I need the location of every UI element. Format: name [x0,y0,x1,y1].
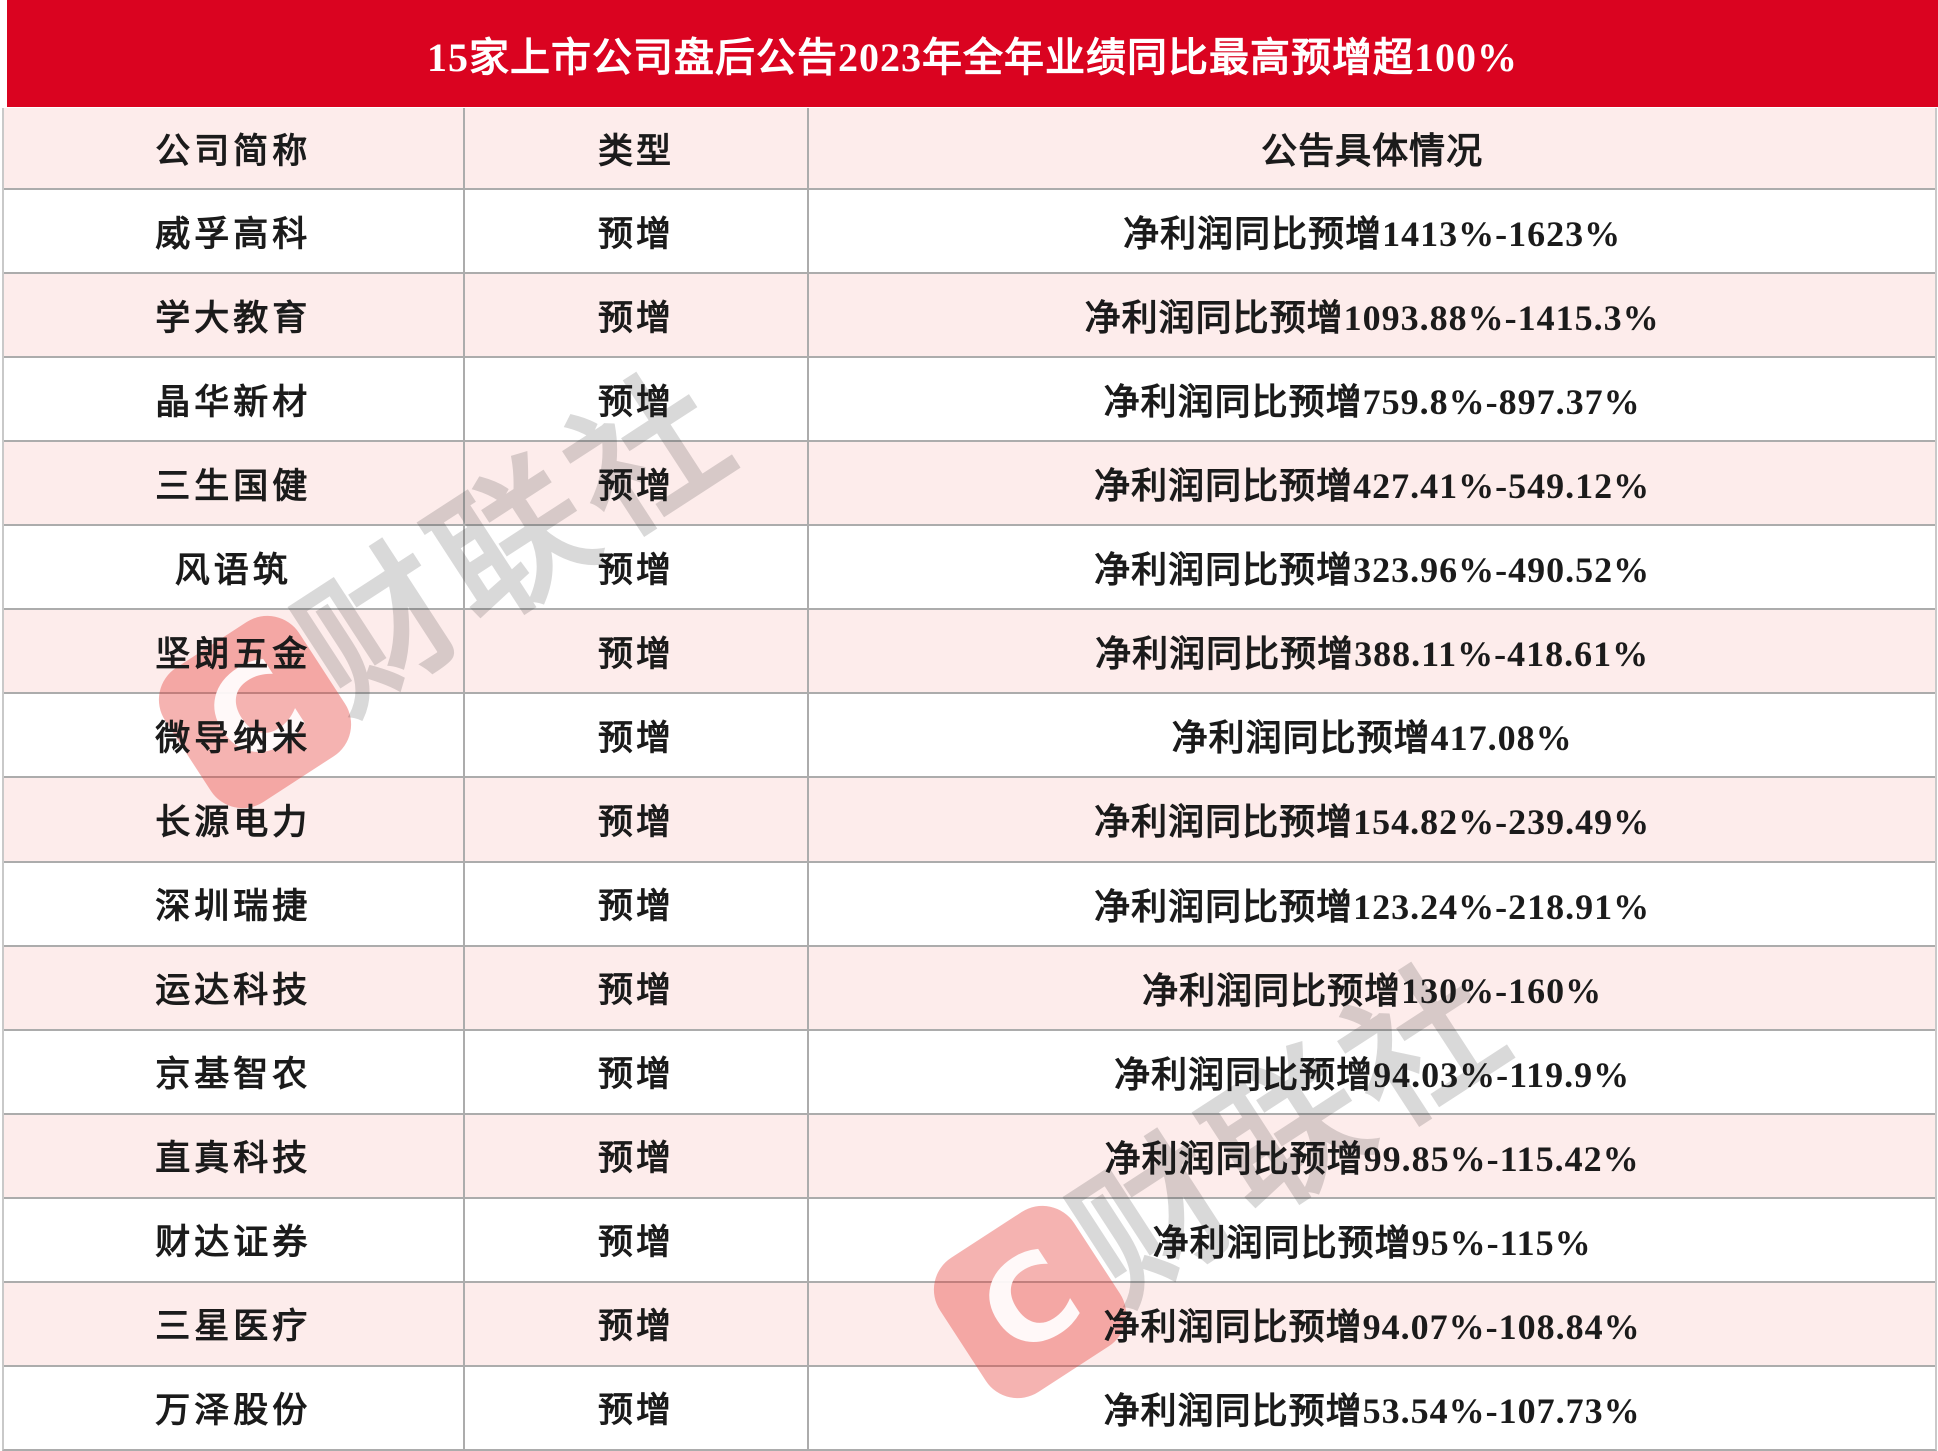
company-cell: 威孚高科 [4,190,465,273]
detail-cell: 净利润同比预增123.24%-218.91% [1094,886,1651,927]
company-cell: 直真科技 [4,1114,465,1197]
type-cell: 预增 [465,778,810,861]
table-row: 坚朗五金 预增 净利润同比预增388.11%-418.61% [4,608,1935,693]
type-cell: 预增 [465,694,810,777]
table-row: 财达证券 预增 净利润同比预增95%-115% [4,1196,1935,1281]
company-cell: 晶华新材 [4,358,465,441]
detail-cell: 净利润同比预增427.41%-549.12% [1094,466,1651,507]
company-cell: 京基智农 [4,1030,465,1113]
column-header-detail: 公告具体情况 [1261,131,1484,171]
table-row: 晶华新材 预增 净利润同比预增759.8%-897.37% [4,356,1935,441]
detail-cell: 净利润同比预增95%-115% [1152,1222,1592,1263]
detail-cell: 净利润同比预增94.07%-108.84% [1103,1306,1641,1347]
title-banner: 15家上市公司盘后公告2023年全年业绩同比最高预增超100% [7,0,1938,107]
results-table: 公司简称 类型 公告具体情况 威孚高科 预增 净利润同比预增1413%-1623… [2,108,1937,1451]
table-row: 深圳瑞捷 预增 净利润同比预增123.24%-218.91% [4,860,1935,945]
company-cell: 长源电力 [4,778,465,861]
detail-cell: 净利润同比预增759.8%-897.37% [1103,382,1641,423]
company-cell: 万泽股份 [4,1366,465,1449]
table-row: 京基智农 预增 净利润同比预增94.03%-119.9% [4,1028,1935,1113]
type-cell: 预增 [465,1366,810,1449]
table-row: 万泽股份 预增 净利润同比预增53.54%-107.73% [4,1364,1935,1449]
company-cell: 深圳瑞捷 [4,862,465,945]
table-row: 直真科技 预增 净利润同比预增99.85%-115.42% [4,1112,1935,1197]
detail-cell: 净利润同比预增388.11%-418.61% [1095,634,1650,675]
type-cell: 预增 [465,610,810,693]
table-header-row: 公司简称 类型 公告具体情况 [4,108,1935,188]
column-header-company: 公司简称 [4,108,465,188]
company-cell: 财达证券 [4,1198,465,1281]
type-cell: 预增 [465,1114,810,1197]
detail-cell: 净利润同比预增53.54%-107.73% [1103,1390,1641,1431]
type-cell: 预增 [465,1198,810,1281]
type-cell: 预增 [465,358,810,441]
company-cell: 三生国健 [4,442,465,525]
company-cell: 运达科技 [4,946,465,1029]
table-row: 学大教育 预增 净利润同比预增1093.88%-1415.3% [4,272,1935,357]
type-cell: 预增 [465,274,810,357]
company-cell: 坚朗五金 [4,610,465,693]
detail-cell: 净利润同比预增323.96%-490.52% [1094,550,1651,591]
table-row: 三星医疗 预增 净利润同比预增94.07%-108.84% [4,1280,1935,1365]
type-cell: 预增 [465,1030,810,1113]
detail-cell: 净利润同比预增99.85%-115.42% [1104,1138,1640,1179]
detail-cell: 净利润同比预增1093.88%-1415.3% [1084,298,1660,339]
detail-cell: 净利润同比预增1413%-1623% [1123,214,1622,255]
table-row: 风语筑 预增 净利润同比预增323.96%-490.52% [4,524,1935,609]
table-row: 三生国健 预增 净利润同比预增427.41%-549.12% [4,440,1935,525]
table-row: 长源电力 预增 净利润同比预增154.82%-239.49% [4,776,1935,861]
table-row: 微导纳米 预增 净利润同比预增417.08% [4,692,1935,777]
detail-cell: 净利润同比预增94.03%-119.9% [1114,1054,1631,1095]
type-cell: 预增 [465,946,810,1029]
detail-cell: 净利润同比预增154.82%-239.49% [1094,802,1651,843]
company-cell: 微导纳米 [4,694,465,777]
type-cell: 预增 [465,526,810,609]
company-cell: 风语筑 [4,526,465,609]
company-cell: 学大教育 [4,274,465,357]
table-row: 威孚高科 预增 净利润同比预增1413%-1623% [4,188,1935,273]
type-cell: 预增 [465,862,810,945]
table-row: 运达科技 预增 净利润同比预增130%-160% [4,944,1935,1029]
page-title: 15家上市公司盘后公告2023年全年业绩同比最高预增超100% [427,34,1518,80]
type-cell: 预增 [465,1282,810,1365]
detail-cell: 净利润同比预增417.08% [1171,718,1573,759]
column-header-type: 类型 [465,108,810,188]
detail-cell: 净利润同比预增130%-160% [1142,970,1603,1011]
type-cell: 预增 [465,442,810,525]
type-cell: 预增 [465,190,810,273]
company-cell: 三星医疗 [4,1282,465,1365]
